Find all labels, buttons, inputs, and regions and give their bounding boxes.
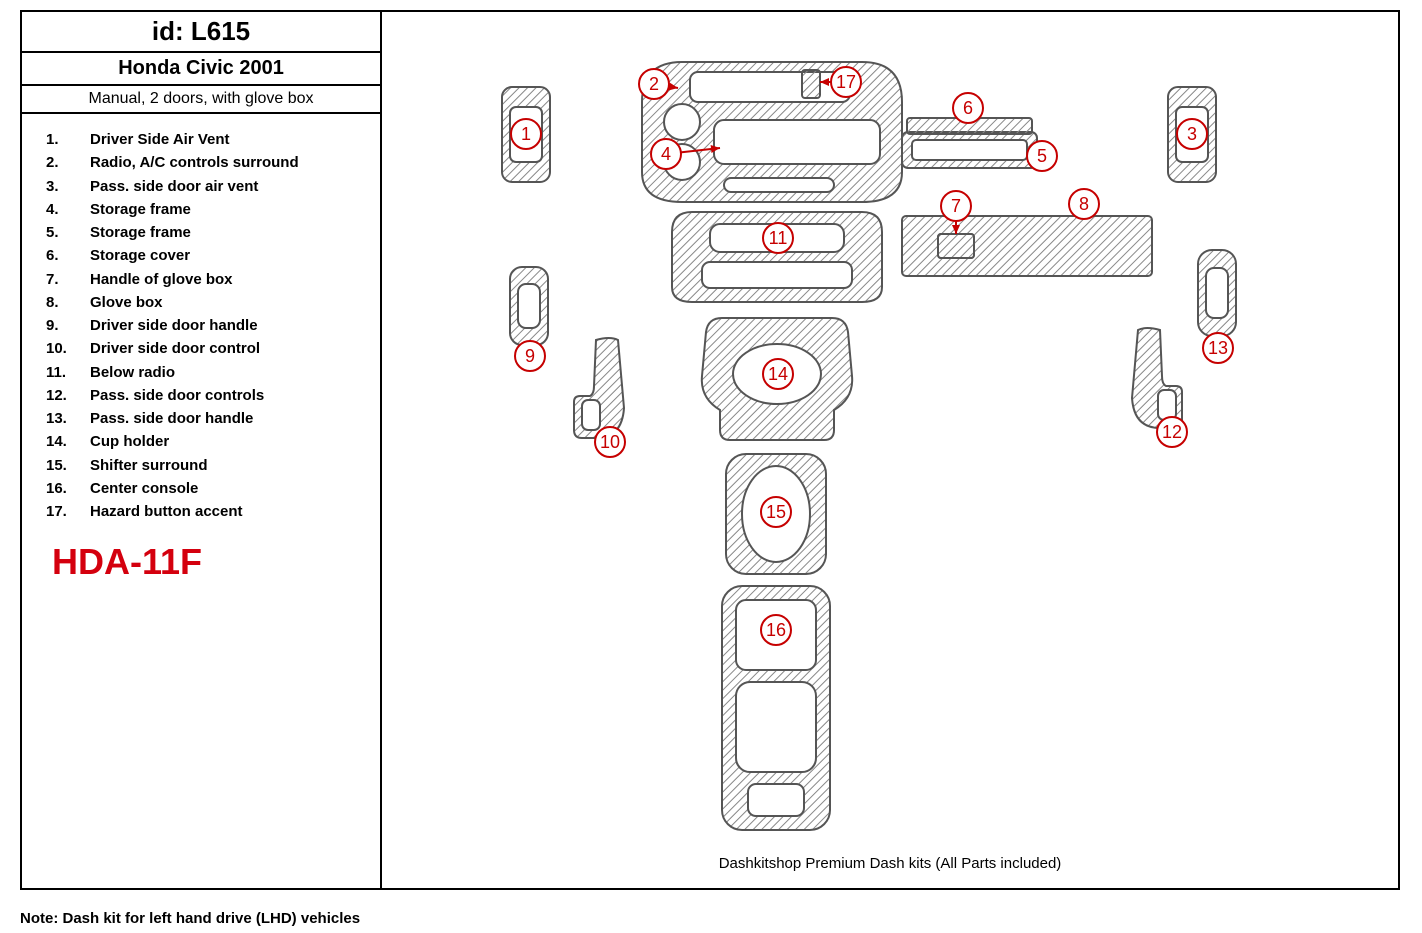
part-number: 8. [46, 291, 90, 314]
part-number: 6. [46, 244, 90, 267]
callout-number: 16 [766, 620, 786, 640]
part-number: 15. [46, 454, 90, 477]
part-label: Handle of glove box [90, 268, 233, 291]
callout-number: 6 [963, 98, 973, 118]
parts-list: 1.Driver Side Air Vent2.Radio, A/C contr… [22, 114, 380, 531]
parts-list-row: 1.Driver Side Air Vent [46, 128, 368, 151]
part-shape-p2 [642, 62, 902, 202]
part-number: 2. [46, 151, 90, 174]
part-shape-p13 [1198, 250, 1236, 336]
part-label: Pass. side door handle [90, 407, 253, 430]
parts-list-row: 8.Glove box [46, 291, 368, 314]
part-label: Cup holder [90, 430, 169, 453]
callout-number: 14 [768, 364, 788, 384]
parts-list-row: 17.Hazard button accent [46, 500, 368, 523]
part-label: Pass. side door controls [90, 384, 264, 407]
header-id: id: L615 [22, 12, 380, 53]
parts-list-row: 11.Below radio [46, 361, 368, 384]
parts-list-row: 4.Storage frame [46, 198, 368, 221]
parts-list-row: 14.Cup holder [46, 430, 368, 453]
diagram-caption: Dashkitshop Premium Dash kits (All Parts… [382, 855, 1398, 872]
callout-number: 7 [951, 196, 961, 216]
part-label: Storage frame [90, 221, 191, 244]
part-label: Driver Side Air Vent [90, 128, 230, 151]
header-model: Honda Civic 2001 [22, 53, 380, 86]
part-label: Glove box [90, 291, 163, 314]
part-shape-p5 [902, 132, 1037, 168]
header-config: Manual, 2 doors, with glove box [22, 86, 380, 114]
callout-number: 9 [525, 346, 535, 366]
parts-list-row: 12.Pass. side door controls [46, 384, 368, 407]
part-label: Radio, A/C controls surround [90, 151, 299, 174]
parts-list-row: 6.Storage cover [46, 244, 368, 267]
part-label: Driver side door control [90, 337, 260, 360]
callout-number: 15 [766, 502, 786, 522]
footer-note: Note: Dash kit for left hand drive (LHD)… [20, 910, 360, 927]
part-shape-p8 [902, 216, 1152, 276]
part-number: 11. [46, 361, 90, 384]
part-label: Storage frame [90, 198, 191, 221]
callout-number: 13 [1208, 338, 1228, 358]
callout-number: 11 [769, 228, 788, 248]
callout-number: 3 [1187, 124, 1197, 144]
part-shape-p9 [510, 267, 548, 345]
parts-list-row: 5.Storage frame [46, 221, 368, 244]
callout-number: 10 [600, 432, 620, 452]
callout-number: 2 [649, 74, 659, 94]
parts-list-row: 15.Shifter surround [46, 454, 368, 477]
parts-list-row: 7.Handle of glove box [46, 268, 368, 291]
part-number: 3. [46, 175, 90, 198]
part-number: 9. [46, 314, 90, 337]
callout-number: 4 [661, 144, 671, 164]
part-label: Center console [90, 477, 198, 500]
part-label: Shifter surround [90, 454, 208, 477]
callout-number: 8 [1079, 194, 1089, 214]
callout-number: 5 [1037, 146, 1047, 166]
parts-list-row: 2.Radio, A/C controls surround [46, 151, 368, 174]
part-label: Storage cover [90, 244, 190, 267]
parts-list-row: 9.Driver side door handle [46, 314, 368, 337]
product-code: HDA-11F [22, 531, 380, 583]
part-label: Hazard button accent [90, 500, 243, 523]
parts-list-row: 16.Center console [46, 477, 368, 500]
part-shape-p17 [802, 70, 820, 98]
part-number: 14. [46, 430, 90, 453]
part-label: Driver side door handle [90, 314, 258, 337]
part-number: 7. [46, 268, 90, 291]
document-frame: id: L615 Honda Civic 2001 Manual, 2 door… [20, 10, 1400, 890]
part-label: Pass. side door air vent [90, 175, 258, 198]
parts-list-row: 10.Driver side door control [46, 337, 368, 360]
callout-number: 17 [836, 72, 856, 92]
part-number: 12. [46, 384, 90, 407]
diagram-panel: 1234567891011121314151617 Dashkitshop Pr… [382, 12, 1398, 888]
callout-number: 12 [1162, 422, 1182, 442]
part-number: 10. [46, 337, 90, 360]
part-label: Below radio [90, 361, 175, 384]
part-number: 17. [46, 500, 90, 523]
parts-list-row: 13.Pass. side door handle [46, 407, 368, 430]
part-number: 16. [46, 477, 90, 500]
part-number: 1. [46, 128, 90, 151]
parts-list-row: 3.Pass. side door air vent [46, 175, 368, 198]
legend-panel: id: L615 Honda Civic 2001 Manual, 2 door… [22, 12, 382, 888]
part-number: 5. [46, 221, 90, 244]
part-number: 13. [46, 407, 90, 430]
diagram-svg: 1234567891011121314151617 [382, 12, 1398, 888]
callout-number: 1 [521, 124, 531, 144]
part-number: 4. [46, 198, 90, 221]
